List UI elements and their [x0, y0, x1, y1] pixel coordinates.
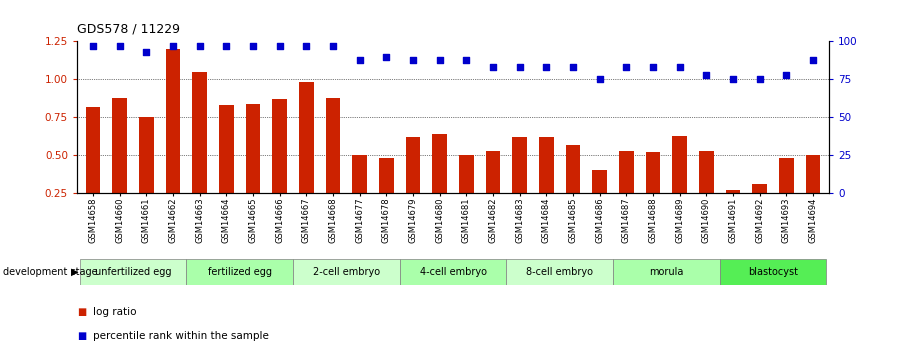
Text: GDS578 / 11229: GDS578 / 11229	[77, 23, 180, 36]
Bar	[293, 259, 400, 285]
Bar	[565, 145, 581, 231]
Point	[273, 43, 287, 49]
Bar	[719, 259, 826, 285]
Point	[406, 57, 420, 62]
Bar	[539, 137, 554, 231]
Point	[593, 77, 607, 82]
Point	[140, 49, 154, 55]
Bar	[219, 105, 234, 231]
Bar	[379, 158, 394, 231]
Bar	[512, 137, 527, 231]
Point	[619, 65, 633, 70]
Bar	[406, 137, 420, 231]
Bar	[246, 104, 260, 231]
Bar	[459, 155, 474, 231]
Bar	[166, 49, 180, 231]
Bar	[779, 158, 794, 231]
Point	[166, 43, 180, 49]
Bar	[80, 259, 187, 285]
Text: unfertilized egg: unfertilized egg	[95, 267, 171, 277]
Bar	[613, 259, 719, 285]
Point	[726, 77, 740, 82]
Point	[379, 54, 393, 59]
Point	[699, 72, 714, 78]
Point	[805, 57, 820, 62]
Point	[192, 43, 207, 49]
Bar	[352, 155, 367, 231]
Text: development stage: development stage	[3, 267, 97, 277]
Text: fertilized egg: fertilized egg	[207, 267, 272, 277]
Point	[299, 43, 313, 49]
Point	[646, 65, 660, 70]
Point	[459, 57, 474, 62]
Bar	[273, 99, 287, 231]
Point	[432, 57, 447, 62]
Point	[352, 57, 367, 62]
Bar	[187, 259, 293, 285]
Point	[752, 77, 766, 82]
Bar	[400, 259, 506, 285]
Point	[219, 43, 234, 49]
Point	[779, 72, 794, 78]
Point	[86, 43, 101, 49]
Bar	[432, 134, 447, 231]
Point	[326, 43, 341, 49]
Text: blastocyst: blastocyst	[748, 267, 798, 277]
Point	[539, 65, 554, 70]
Text: ▶: ▶	[71, 267, 78, 277]
Point	[513, 65, 527, 70]
Point	[565, 65, 580, 70]
Text: log ratio: log ratio	[93, 307, 137, 317]
Text: ■: ■	[77, 307, 86, 317]
Bar	[139, 117, 154, 231]
Text: 2-cell embryo: 2-cell embryo	[313, 267, 380, 277]
Bar	[593, 170, 607, 231]
Point	[486, 65, 500, 70]
Point	[112, 43, 127, 49]
Text: morula: morula	[649, 267, 683, 277]
Bar	[86, 107, 101, 231]
Bar	[112, 98, 127, 231]
Text: 4-cell embryo: 4-cell embryo	[419, 267, 487, 277]
Bar	[619, 151, 633, 231]
Bar	[506, 259, 613, 285]
Point	[246, 43, 260, 49]
Bar	[299, 82, 313, 231]
Text: 8-cell embryo: 8-cell embryo	[526, 267, 593, 277]
Bar	[752, 184, 767, 231]
Bar	[646, 152, 660, 231]
Bar	[325, 98, 341, 231]
Text: ■: ■	[77, 332, 86, 341]
Text: percentile rank within the sample: percentile rank within the sample	[93, 332, 269, 341]
Point	[672, 65, 687, 70]
Bar	[805, 155, 820, 231]
Bar	[726, 190, 740, 231]
Bar	[672, 136, 687, 231]
Bar	[486, 151, 500, 231]
Bar	[699, 151, 714, 231]
Bar	[192, 72, 207, 231]
